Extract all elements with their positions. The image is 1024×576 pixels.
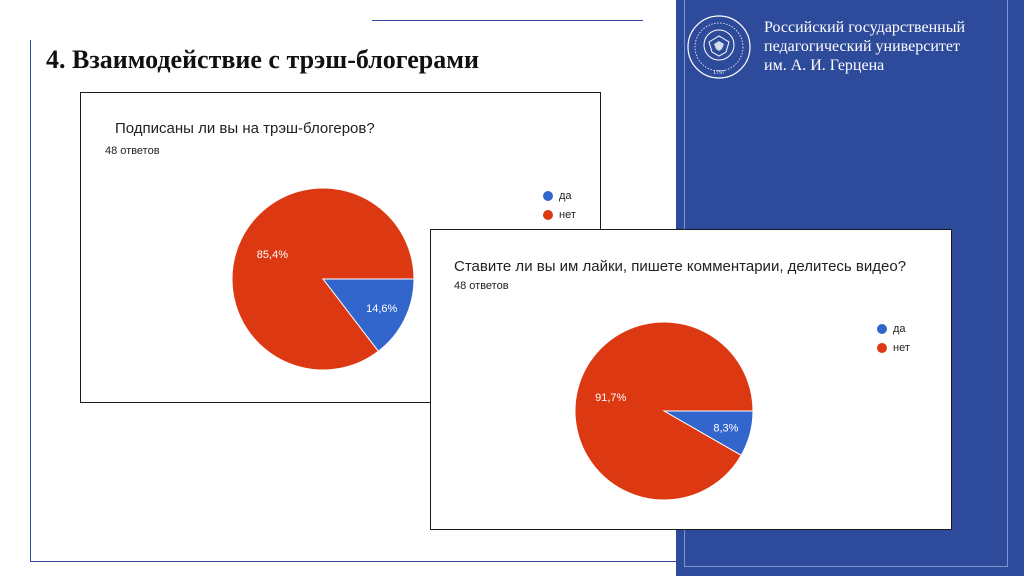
response-count: 48 ответов [454, 280, 509, 292]
response-count: 48 ответов [105, 145, 160, 157]
legend-item-no: нет [543, 205, 576, 224]
pie-chart: 8,3% 91,7% [574, 321, 754, 501]
chart-legend: да нет [543, 186, 576, 224]
legend-dot-no [543, 209, 553, 220]
frame-bottom-line [30, 561, 677, 562]
university-name-line: педагогический университет [764, 38, 960, 55]
legend-dot-yes [543, 190, 553, 201]
pie-slice-yes [321, 278, 415, 352]
survey-card-engagement: Ставите ли вы им лайки, пишете комментар… [430, 229, 952, 530]
university-name-line: Российский государственный [764, 19, 966, 36]
card-title: Ставите ли вы им лайки, пишете комментар… [454, 258, 907, 275]
pie-data-label: 14,6% [366, 303, 397, 315]
pie-slice-no [231, 187, 415, 371]
legend-label: да [893, 322, 906, 335]
pie-data-label: 8,3% [713, 423, 738, 435]
frame-left-line [30, 40, 31, 562]
top-decor-line [372, 20, 643, 21]
slide-title: 4. Взаимодействие с трэш-блогерами [46, 45, 479, 74]
legend-label: нет [559, 208, 576, 221]
pie-chart: 14,6% 85,4% [231, 187, 415, 371]
legend-item-yes: да [877, 319, 910, 338]
pie-slice-no [574, 321, 754, 501]
chart-legend: да нет [877, 319, 910, 357]
university-seal-icon: 1797 [687, 15, 751, 79]
legend-label: нет [893, 341, 910, 354]
legend-dot-no [877, 342, 887, 353]
legend-item-yes: да [543, 186, 576, 205]
seal-year: 1797 [713, 70, 725, 76]
university-name-line: им. А. И. Герцена [764, 57, 885, 74]
pie-data-label: 85,4% [257, 249, 288, 261]
card-title: Подписаны ли вы на трэш-блогеров? [115, 120, 375, 137]
pie-data-label: 91,7% [595, 392, 626, 404]
legend-dot-yes [877, 323, 887, 334]
legend-label: да [559, 189, 572, 202]
legend-item-no: нет [877, 338, 910, 357]
university-name: Российский государственный педагогически… [764, 18, 965, 75]
